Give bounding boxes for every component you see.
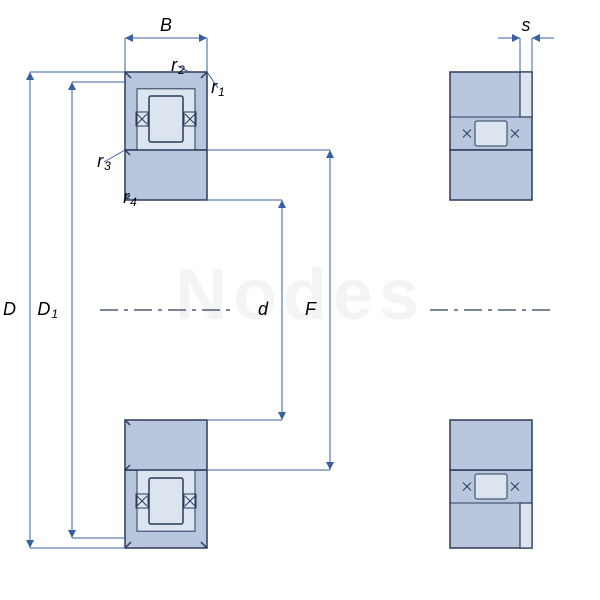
watermark-text: Nodes bbox=[175, 255, 425, 335]
svg-text:s: s bbox=[522, 15, 531, 35]
svg-text:F: F bbox=[305, 299, 317, 319]
svg-text:D: D bbox=[3, 299, 16, 319]
svg-text:B: B bbox=[160, 15, 172, 35]
bearing-diagram: NodesDD1dFBsr1r2r3r4 bbox=[0, 0, 600, 600]
svg-text:d: d bbox=[258, 299, 269, 319]
